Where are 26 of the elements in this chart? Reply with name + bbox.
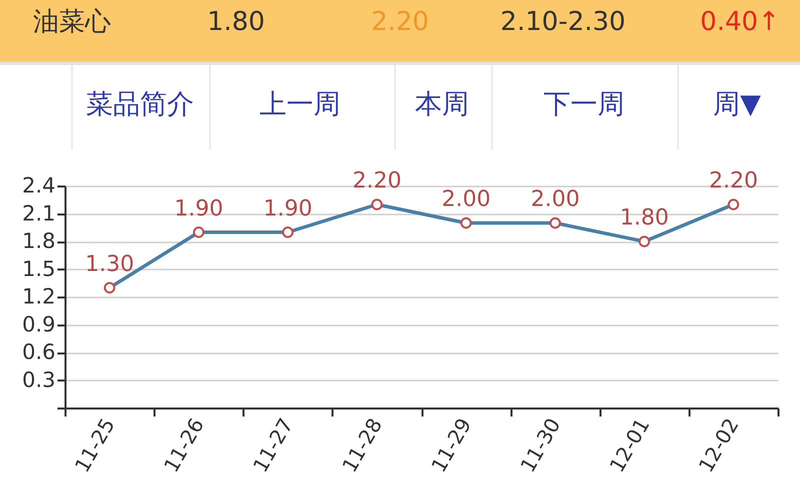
text: 下一周 [544, 89, 624, 120]
y-tick-label: 1.8 [22, 229, 56, 253]
text: 2.20 [371, 7, 429, 37]
data-label: 2.20 [352, 168, 402, 194]
data-label: 1.30 [85, 252, 134, 277]
data-label: 2.00 [530, 187, 580, 212]
text: 油菜心 [33, 7, 111, 37]
data-label: 2.20 [708, 168, 758, 194]
y-tick-label: 1.2 [22, 284, 56, 308]
data-label: 1.90 [174, 196, 224, 222]
y-tick-label: 0.9 [22, 312, 56, 336]
data-label: 1.80 [620, 206, 669, 230]
text: 本周 [415, 89, 469, 120]
y-tick-label: 2.1 [22, 201, 56, 226]
text: 周▼ [713, 89, 762, 120]
text: 0.40↑ [700, 7, 780, 37]
text: 1.80 [207, 7, 265, 37]
y-tick-label: 0.3 [22, 368, 56, 392]
y-tick-label: 1.5 [22, 256, 56, 281]
y-tick-label: 0.6 [22, 340, 56, 364]
text: 2.10-2.30 [500, 7, 626, 37]
text: 上一周 [260, 89, 340, 120]
text: 菜品简介 [86, 89, 194, 120]
y-tick-label: 2.4 [22, 174, 56, 198]
data-label: 1.90 [263, 196, 312, 222]
data-label: 2.00 [442, 187, 491, 212]
